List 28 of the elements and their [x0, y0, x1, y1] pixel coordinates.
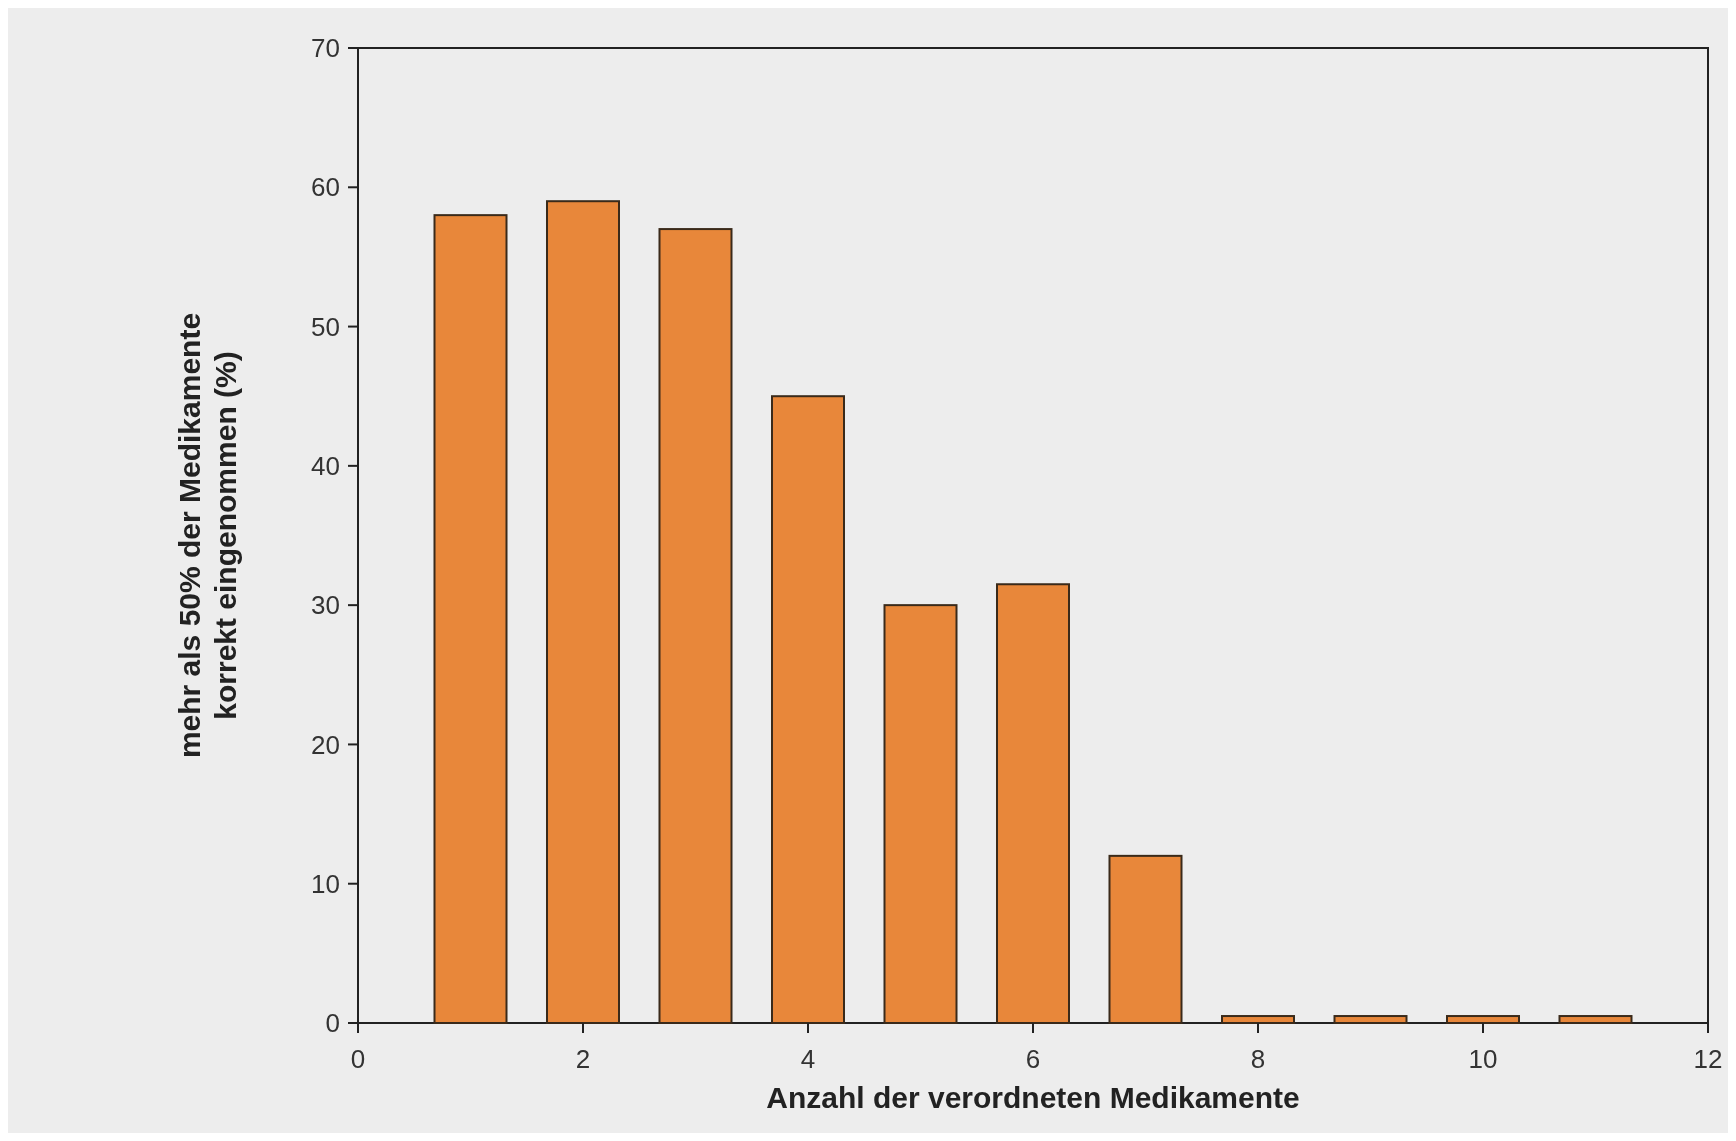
y-tick-label: 20 — [311, 729, 340, 760]
bar — [658, 228, 733, 1024]
bar — [1558, 1015, 1633, 1024]
y-tick-label: 40 — [311, 450, 340, 481]
x-tick-label: 10 — [1468, 1044, 1498, 1074]
bar — [883, 604, 958, 1024]
x-tick-label: 0 — [350, 1044, 366, 1074]
bar — [1221, 1015, 1295, 1024]
x-axis-title: Anzahl der verordneten Medikamente — [766, 1081, 1300, 1114]
y-axis-title: mehr als 50% der Medikamente korrekt eingenommen (%) — [173, 312, 242, 759]
y-tick-label: 60 — [311, 172, 340, 203]
bar — [1333, 1015, 1408, 1024]
bar — [1446, 1015, 1520, 1024]
x-tick-label: 12 — [1693, 1044, 1723, 1074]
y-tick-label: 10 — [311, 868, 340, 899]
x-tick-label: 6 — [1025, 1044, 1041, 1074]
bar — [433, 214, 508, 1024]
bar — [546, 200, 620, 1024]
bar — [996, 583, 1070, 1024]
y-tick-label: 70 — [311, 33, 340, 64]
bar — [771, 395, 845, 1024]
y-tick-label: 0 — [325, 1008, 340, 1039]
x-tick-label: 4 — [800, 1044, 816, 1074]
x-tick-label: 2 — [575, 1044, 591, 1074]
x-tick-label: 8 — [1250, 1044, 1266, 1074]
y-tick-label: 50 — [311, 311, 340, 342]
y-tick-label: 30 — [311, 590, 340, 621]
bar — [1108, 854, 1183, 1024]
